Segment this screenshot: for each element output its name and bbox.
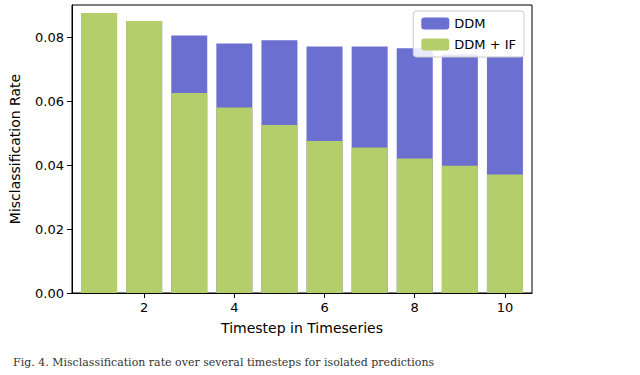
svg-text:Fig. 4. Misclassification rate: Fig. 4. Misclassification rate over seve… <box>13 356 434 369</box>
svg-text:0.04: 0.04 <box>35 158 64 173</box>
svg-text:Timestep in Timeseries: Timestep in Timeseries <box>220 320 383 336</box>
svg-text:0.08: 0.08 <box>35 30 64 45</box>
svg-text:0.02: 0.02 <box>35 222 64 237</box>
svg-text:2: 2 <box>140 300 148 315</box>
svg-text:8: 8 <box>411 300 419 315</box>
svg-text:DDM: DDM <box>454 16 485 31</box>
svg-text:0.00: 0.00 <box>35 286 64 301</box>
svg-text:Misclassification Rate: Misclassification Rate <box>7 74 23 224</box>
svg-text:6: 6 <box>320 300 328 315</box>
svg-text:0.06: 0.06 <box>35 94 64 109</box>
svg-text:4: 4 <box>230 300 238 315</box>
svg-text:10: 10 <box>497 300 514 315</box>
svg-text:DDM + IF: DDM + IF <box>454 37 516 52</box>
